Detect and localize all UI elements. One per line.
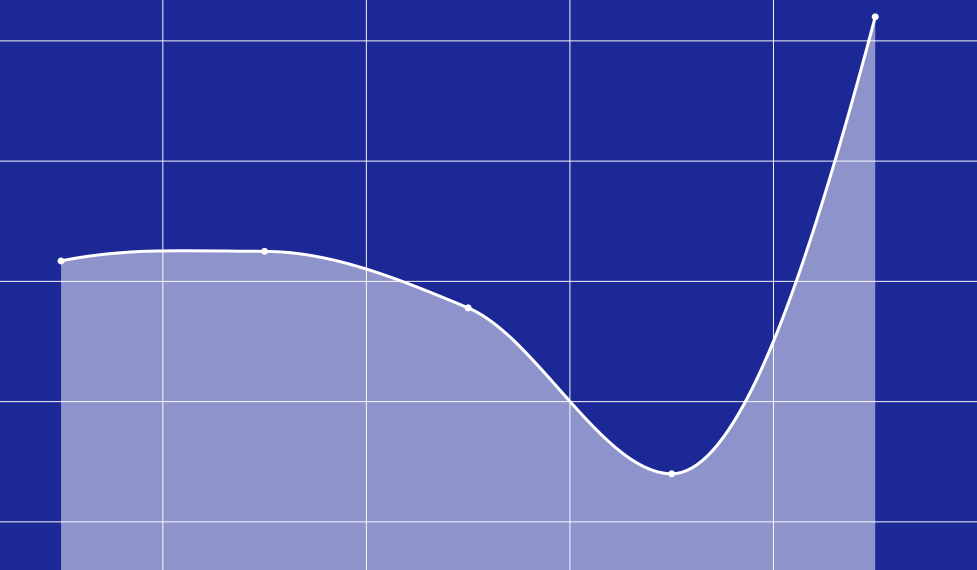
data-point-1 [261,247,269,255]
data-points [57,13,879,478]
data-point-0 [57,257,65,265]
area-fill [61,16,876,570]
data-point-2 [464,304,472,312]
data-point-4 [871,13,879,21]
data-point-3 [668,470,676,478]
series-line [59,15,877,476]
